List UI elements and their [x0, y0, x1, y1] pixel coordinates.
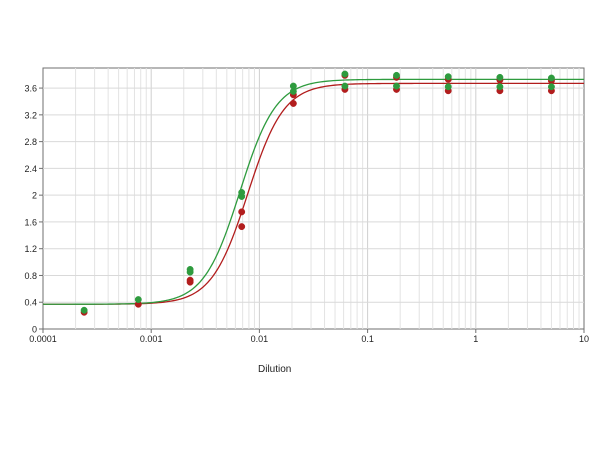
x-tick-label: 0.01	[251, 334, 269, 344]
x-tick-label: 10	[579, 334, 589, 344]
data-point	[547, 74, 555, 82]
x-tick-label: 0.0001	[29, 334, 57, 344]
data-point	[444, 83, 452, 91]
data-point	[444, 73, 452, 81]
y-tick-label: 2.8	[24, 137, 37, 147]
data-point	[393, 82, 400, 90]
data-point	[238, 208, 246, 216]
data-point	[134, 296, 142, 304]
data-point	[238, 223, 246, 231]
curve-layer	[43, 78, 584, 305]
x-axis-label: Dilution	[258, 364, 292, 375]
data-point	[289, 100, 297, 107]
y-tick-label: 3.6	[24, 84, 37, 94]
axis-layer: 0 0.4 0.8 1.2 1.6 2 2.4 2.8 3.2 3.6 0.0001 0.001 0.0…	[24, 84, 589, 344]
data-point	[393, 71, 400, 79]
data-point	[289, 82, 297, 90]
data-point	[186, 276, 194, 284]
plot-area	[42, 67, 585, 330]
data-point	[80, 306, 88, 314]
y-tick-label: 0	[32, 325, 37, 335]
data-point	[547, 83, 555, 91]
y-tick-label: 2.4	[24, 164, 37, 174]
fit-curve	[43, 78, 584, 305]
y-tick-label: 2	[32, 191, 37, 201]
y-tick-label: 1.6	[24, 217, 37, 227]
x-tick-label: 1	[473, 334, 478, 344]
data-point	[341, 82, 349, 90]
x-tick-label: 0.1	[361, 334, 374, 344]
data-point	[496, 83, 504, 91]
data-point	[186, 265, 194, 273]
point-layer	[80, 70, 555, 316]
data-point	[496, 73, 504, 81]
data-point	[341, 70, 349, 78]
y-tick-label: 3.2	[24, 110, 37, 120]
grid-layer	[43, 68, 584, 329]
y-tick-label: 1.2	[24, 244, 37, 254]
data-point	[238, 189, 246, 196]
x-tick-label: 0.001	[140, 334, 163, 344]
y-tick-label: 0.8	[24, 271, 37, 281]
y-tick-label: 0.4	[24, 298, 37, 308]
